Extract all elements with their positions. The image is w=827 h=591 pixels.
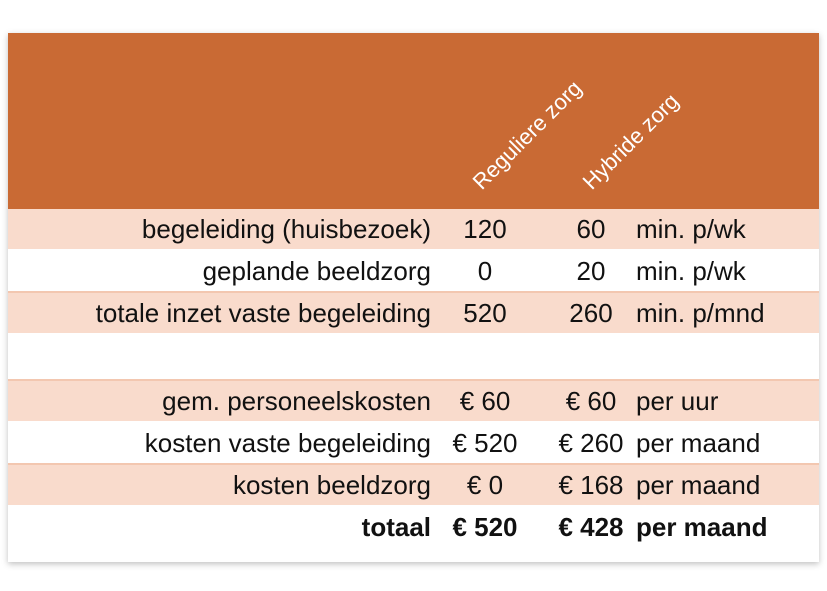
column-header-hybrid-care: Hybride zorg — [577, 88, 684, 195]
row-label: totale inzet vaste begeleiding — [95, 298, 431, 328]
table-row: kosten vaste begeleiding € 520 € 260 per… — [8, 423, 819, 465]
hybrid-care-value: € 60 — [565, 386, 617, 416]
cost-comparison-table: Reguliere zorg Hybride zorg begeleiding … — [8, 33, 819, 562]
regular-care-value: 120 — [463, 214, 507, 244]
regular-care-value: 520 — [463, 298, 507, 328]
table-row: geplande beeldzorg 0 20 min. p/wk — [8, 251, 819, 293]
row-label: kosten vaste begeleiding — [144, 428, 431, 458]
unit-label: min. p/wk — [636, 256, 746, 286]
hybrid-care-value: 260 — [569, 298, 613, 328]
hybrid-care-value: € 260 — [558, 428, 624, 458]
table-header: Reguliere zorg Hybride zorg — [8, 33, 819, 209]
hybrid-care-value: 60 — [576, 214, 606, 244]
table-row-empty — [8, 335, 819, 381]
unit-label: min. p/mnd — [636, 298, 765, 328]
table-row: gem. personeelskosten € 60 € 60 per uur — [8, 381, 819, 423]
row-label: gem. personeelskosten — [162, 386, 431, 416]
regular-care-value: € 0 — [466, 470, 504, 500]
hybrid-care-value: € 168 — [558, 470, 624, 500]
unit-label: per maand — [636, 428, 761, 458]
row-label: geplande beeldzorg — [202, 256, 431, 286]
unit-label: per uur — [636, 386, 719, 416]
row-label: begeleiding (huisbezoek) — [141, 214, 431, 244]
regular-care-total: € 520 — [452, 512, 518, 542]
table-row: kosten beeldzorg € 0 € 168 per maand — [8, 465, 819, 507]
unit-label: per maand — [636, 470, 761, 500]
row-label: kosten beeldzorg — [232, 470, 431, 500]
regular-care-value — [432, 335, 538, 375]
table-row: begeleiding (huisbezoek) 120 60 min. p/w… — [8, 209, 819, 251]
hybrid-care-value: 20 — [576, 256, 606, 286]
unit-label: min. p/wk — [636, 214, 746, 244]
total-unit-label: per maand — [636, 512, 768, 542]
column-header-regular-care: Reguliere zorg — [467, 75, 587, 195]
regular-care-value: € 520 — [452, 428, 518, 458]
regular-care-value: 0 — [477, 256, 493, 286]
total-row: totaal € 520 € 428 per maand — [8, 507, 819, 549]
table-row: totale inzet vaste begeleiding 520 260 m… — [8, 293, 819, 335]
total-label: totaal — [361, 512, 431, 542]
hybrid-care-value — [538, 335, 644, 375]
hybrid-care-total: € 428 — [558, 512, 624, 542]
regular-care-value: € 60 — [459, 386, 511, 416]
